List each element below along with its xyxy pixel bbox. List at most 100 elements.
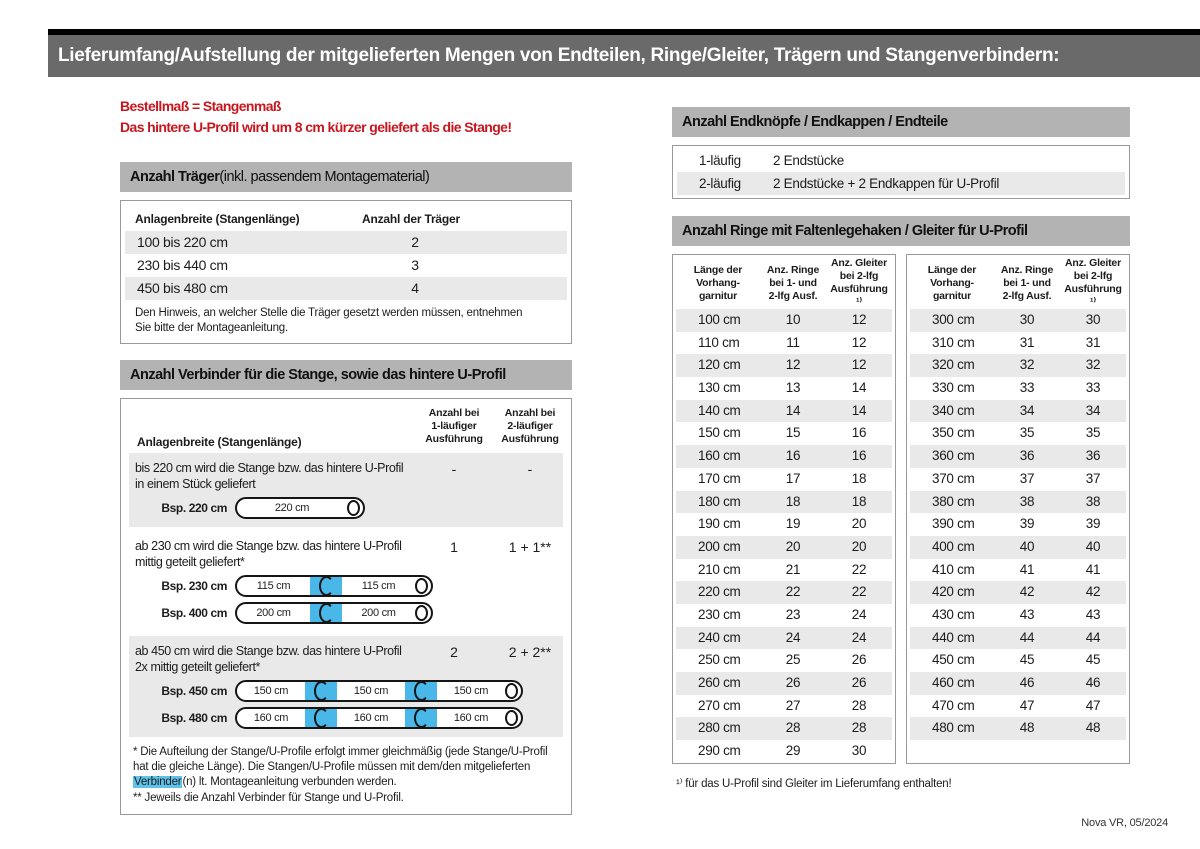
gleiter-cell: 18 — [851, 470, 867, 486]
rod-segment: 200 cm — [256, 607, 291, 619]
col-gleiter-header: Anz. Gleiter bei 2-lfg Ausführung ¹⁾ — [1064, 257, 1122, 308]
ringe-cell: 35 — [1019, 425, 1035, 441]
table-row: 160 cm 16 16 — [676, 445, 892, 468]
rod-connector-icon — [305, 681, 337, 701]
table-row: 310 cm 31 31 — [910, 332, 1126, 355]
gleiter-cell: 44 — [1085, 629, 1101, 645]
table-row: 2-läufig 2 Endstücke + 2 Endkappen für U… — [677, 172, 1125, 195]
length-cell: 340 cm — [932, 402, 975, 418]
count-1laeufig: - — [451, 461, 457, 477]
table-row: 140 cm 14 14 — [676, 399, 892, 423]
rod-endcap-icon — [347, 500, 360, 516]
rod-segment: 160 cm — [253, 712, 289, 724]
ringe-cell: 11 — [786, 334, 800, 350]
group-description-line2: in einem Stück geliefert — [135, 477, 256, 491]
right-column: Anzahl Endknöpfe / Endkappen / Endteile … — [672, 107, 1130, 790]
length-cell: 370 cm — [932, 470, 975, 486]
length-cell: 480 cm — [932, 720, 975, 736]
rod-segment: 160 cm — [453, 712, 489, 724]
ringe-cell: 14 — [785, 402, 801, 418]
gleiter-cell: 16 — [851, 425, 867, 441]
ring-table-left: Länge der Vorhang- garnitur Anz. Ringe b… — [672, 254, 896, 764]
group-description-line1: ab 450 cm wird die Stange bzw. das hinte… — [135, 644, 402, 658]
gleiter-cell: 38 — [1085, 493, 1101, 509]
gleiter-cell: 46 — [1085, 675, 1101, 690]
table-row: 340 cm 34 34 — [910, 399, 1126, 423]
gleiter-cell: 42 — [1085, 584, 1101, 600]
ringe-cell: 10 — [785, 312, 801, 327]
rod-endcap-icon — [415, 605, 428, 621]
gleiter-cell: 12 — [851, 357, 867, 373]
rod-segment: 115 cm — [361, 580, 396, 592]
gleiter-cell: 40 — [1085, 538, 1101, 554]
table-row: 170 cm 17 18 — [676, 468, 892, 491]
ringe-cell: 21 — [785, 561, 801, 577]
rod-connector-icon — [310, 576, 342, 596]
ring-table-rows: 100 cm 10 12 110 cm 11 12 120 cm — [676, 309, 892, 763]
ringe-footnote: ¹⁾ für das U-Profil sind Gleiter im Lief… — [676, 778, 952, 790]
traeger-table: Anlagenbreite (Stangenlänge) Anzahl der … — [120, 200, 572, 344]
ringe-cell: 40 — [1019, 538, 1035, 554]
length-cell: 240 cm — [698, 629, 741, 645]
gleiter-cell: 36 — [1085, 448, 1101, 464]
length-cell: 180 cm — [698, 493, 741, 509]
length-cell: 100 cm — [698, 312, 741, 327]
table-row: 450 cm 45 45 — [910, 649, 1126, 672]
ringe-cell: 13 — [785, 380, 801, 396]
length-cell: 120 cm — [698, 357, 741, 373]
contents-cell: 2 Endstücke + 2 Endkappen für U-Profil — [773, 176, 1000, 191]
footnote-aufteilung: * Die Aufteilung der Stange/U-Profile er… — [133, 745, 559, 790]
gleiter-cell: 12 — [851, 312, 867, 327]
table-row: 120 cm 12 12 — [676, 354, 892, 378]
length-cell: 160 cm — [698, 448, 741, 464]
ringe-cell: 16 — [785, 448, 801, 464]
ring-table-header: Länge der Vorhang- garnitur Anz. Ringe b… — [910, 257, 1126, 309]
gleiter-cell: 26 — [851, 675, 867, 690]
length-cell: 170 cm — [698, 470, 741, 486]
traeger-col-count-header: Anzahl der Träger — [362, 212, 460, 226]
ringe-cell: 29 — [785, 743, 801, 759]
ringe-cell: 15 — [785, 425, 801, 441]
rod-label: Bsp. 230 cm — [161, 579, 227, 593]
length-cell: 130 cm — [698, 380, 741, 396]
verbinder-highlight: Verbinder — [133, 776, 183, 788]
length-cell: 210 cm — [698, 561, 741, 577]
ringe-cell: 25 — [785, 652, 801, 668]
col-gleiter-header: Anz. Gleiter bei 2-lfg Ausführung ¹⁾ — [830, 257, 888, 308]
ringe-cell: 24 — [785, 629, 801, 645]
length-cell: 250 cm — [698, 652, 741, 668]
variant-cell: 2-läufig — [699, 176, 741, 191]
ringe-cell: 32 — [1019, 357, 1035, 373]
table-row: 300 cm 30 30 — [910, 309, 1126, 332]
footnote-text: * Die Aufteilung der Stange/U-Profile er… — [133, 746, 548, 773]
table-row: 380 cm 38 38 — [910, 490, 1126, 514]
length-cell: 390 cm — [932, 516, 975, 532]
gleiter-cell: 26 — [851, 652, 867, 668]
ringe-cell: 39 — [1019, 516, 1035, 532]
col-length-header: Länge der Vorhang- garnitur — [927, 263, 977, 302]
table-row: 200 cm 20 20 — [676, 535, 892, 559]
group-description: ab 450 cm wird die Stange bzw. das hinte… — [135, 643, 445, 675]
verbinder-group-ab-450: ab 450 cm wird die Stange bzw. das hinte… — [129, 636, 563, 737]
order-size-note-line2: Das hintere U-Profil wird um 8 cm kürzer… — [120, 119, 512, 135]
table-row: 480 cm 48 48 — [910, 717, 1126, 741]
ringe-cell: 38 — [1019, 493, 1035, 509]
gleiter-cell: 35 — [1085, 425, 1101, 441]
gleiter-cell: 47 — [1085, 697, 1101, 713]
rod-connector-icon — [405, 708, 437, 728]
gleiter-cell: 20 — [851, 516, 867, 532]
verbinder-section-header: Anzahl Verbinder für die Stange, sowie d… — [120, 360, 572, 390]
count-2laeufig: 1 + 1** — [508, 539, 552, 555]
count-2laeufig: - — [527, 461, 533, 477]
group-description-line1: bis 220 cm wird die Stange bzw. das hint… — [135, 461, 404, 475]
col-ringe-header: Anz. Ringe bei 1- und 2-lfg Ausf. — [1000, 263, 1054, 302]
table-row: 440 cm 44 44 — [910, 626, 1126, 650]
table-row: 110 cm 11 12 — [676, 332, 892, 355]
table-row: 150 cm 15 16 — [676, 422, 892, 445]
ringe-cell: 19 — [785, 516, 801, 532]
table-row: 250 cm 25 26 — [676, 649, 892, 672]
ringe-cell: 17 — [785, 470, 801, 486]
gleiter-cell: 20 — [851, 538, 867, 554]
rod-endcap-icon — [505, 710, 518, 726]
gleiter-cell: 30 — [1085, 312, 1101, 327]
